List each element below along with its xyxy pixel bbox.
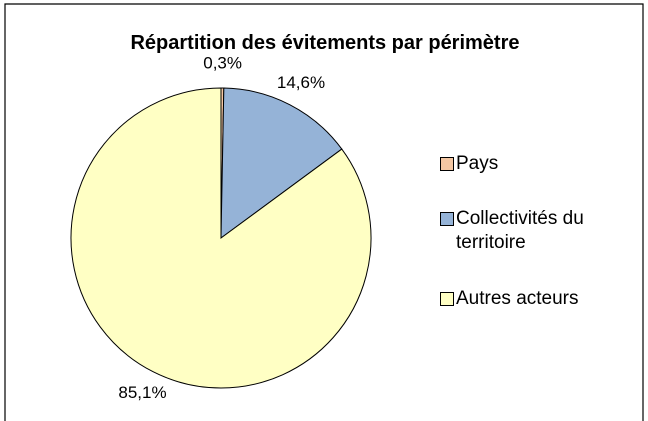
chart-border	[4, 3, 644, 421]
legend-label: Collectivités du territoire	[456, 208, 584, 253]
legend-swatch	[440, 212, 454, 226]
chart-title: Répartition des évitements par périmètre	[130, 32, 519, 54]
data-label: 85,1%	[118, 383, 166, 402]
pie-slice	[220, 87, 343, 240]
legend-swatch	[440, 157, 454, 171]
legend-label: Pays	[456, 153, 499, 174]
pie-slice	[70, 87, 372, 389]
data-label: 14,6%	[277, 73, 325, 92]
data-label: 0,3%	[203, 53, 242, 72]
legend-label: Autres acteurs	[456, 288, 579, 309]
legend-swatch	[440, 292, 454, 306]
